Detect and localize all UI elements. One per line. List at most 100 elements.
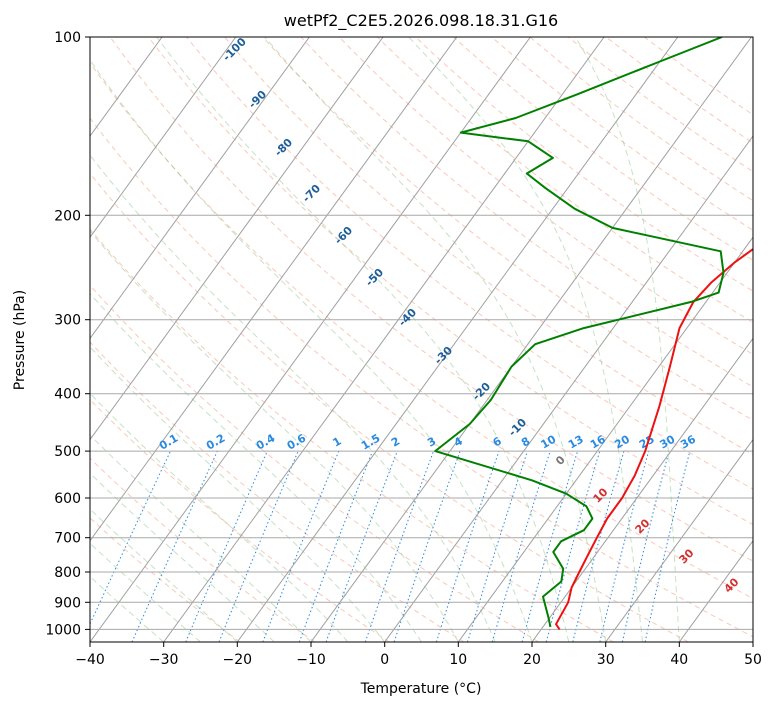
mixing-ratio-label: 20	[612, 432, 632, 451]
y-tick-label: 600	[54, 491, 81, 507]
mixing-ratio-line	[621, 450, 670, 642]
moist-adiabat	[90, 542, 201, 642]
moist-adiabat	[90, 472, 275, 642]
isotherm-label: 30	[677, 546, 697, 566]
isotherm	[605, 438, 753, 642]
temperature-line	[555, 247, 753, 630]
y-tick-label: 500	[54, 444, 81, 460]
x-tick-label: 10	[449, 652, 467, 668]
isotherm	[90, 37, 458, 542]
dry-adiabat	[605, 37, 753, 144]
isotherm-label: -60	[332, 224, 355, 247]
y-tick-label: 900	[54, 595, 81, 611]
moist-adiabat	[264, 37, 607, 642]
mixing-ratio-line	[599, 450, 650, 642]
background-lines	[90, 37, 753, 642]
x-tick-label: −10	[296, 652, 326, 668]
isotherm	[531, 337, 753, 642]
mixing-ratio-label: 6	[491, 434, 504, 449]
moist-adiabat	[90, 392, 349, 642]
dry-adiabat	[567, 37, 753, 173]
dry-adiabat	[90, 172, 689, 642]
mixing-ratio-label: 16	[588, 432, 608, 451]
moist-adiabat	[90, 230, 459, 642]
isotherm-label: 10	[591, 485, 611, 505]
dry-adiabat	[414, 37, 753, 292]
mixing-ratio-line	[262, 450, 340, 642]
dry-adiabat	[300, 37, 753, 388]
dry-adiabat	[147, 37, 753, 526]
dry-adiabat	[90, 117, 753, 638]
x-axis-ticks: −40 −30 −20 −10 0 10 20 30 40 50	[75, 642, 762, 668]
y-tick-label: 100	[54, 30, 81, 46]
mixing-ratio-line	[491, 450, 551, 642]
mixing-ratio-line	[435, 450, 500, 642]
dry-adiabat	[90, 62, 753, 600]
isotherm	[310, 37, 752, 642]
x-tick-label: 30	[597, 652, 615, 668]
mixing-ratio-line	[521, 450, 579, 642]
dry-adiabat	[109, 37, 753, 562]
chart-title: wetPf2_C2E5.2026.098.18.31.G16	[284, 11, 558, 31]
mixing-ratio-line	[364, 450, 434, 642]
plot-frame	[89, 36, 754, 643]
mixing-ratio-line	[185, 450, 268, 642]
mixing-ratio-label: 3	[425, 435, 438, 450]
moist-adiabat	[90, 508, 238, 642]
isotherm-label: 20	[633, 516, 653, 536]
mixing-ratio-line	[218, 450, 299, 642]
mixing-ratio-line	[325, 450, 398, 642]
moist-adiabat	[90, 154, 496, 642]
x-tick-label: 40	[670, 652, 688, 668]
x-tick-label: 20	[523, 652, 541, 668]
mixing-ratio-line	[545, 450, 601, 642]
isotherm	[90, 37, 237, 239]
isotherm	[90, 37, 384, 441]
y-tick-label: 700	[54, 531, 81, 547]
mixing-ratio-line	[393, 450, 461, 642]
y-tick-label: 200	[54, 208, 81, 224]
isotherm-label: -100	[220, 35, 249, 64]
dry-adiabat	[90, 228, 614, 642]
mixing-ratio-line	[90, 450, 171, 626]
dewpoint-line	[434, 37, 725, 628]
dry-adiabat	[643, 37, 753, 116]
y-tick-label: 400	[54, 387, 81, 403]
dry-adiabat	[90, 341, 465, 642]
isotherm-label: -40	[396, 306, 419, 329]
profiles	[434, 37, 753, 630]
y-tick-label: 300	[54, 313, 81, 329]
isotherm-label: -80	[272, 136, 295, 159]
x-tick-label: 50	[744, 652, 762, 668]
moist-adiabat	[156, 37, 570, 642]
mixing-ratio-label: 13	[566, 433, 586, 452]
isotherm	[752, 641, 753, 642]
dry-adiabat	[223, 37, 753, 455]
moist-adiabat	[90, 576, 165, 642]
dry-adiabat	[262, 37, 753, 421]
moist-adiabat	[575, 37, 680, 642]
isotherm	[163, 37, 605, 642]
isotherm	[90, 37, 531, 642]
x-tick-label: −20	[223, 652, 253, 668]
moist-adiabat	[90, 346, 386, 642]
moist-adiabat	[408, 37, 643, 642]
isotherm	[678, 539, 753, 642]
mixing-ratio-line	[298, 450, 373, 642]
dry-adiabat	[90, 517, 241, 642]
y-axis-ticks: 100 200 300 400 500 600 700 800 900 1000	[45, 30, 90, 638]
dry-adiabat	[490, 37, 753, 231]
isotherm	[457, 236, 753, 642]
x-tick-label: −40	[75, 652, 105, 668]
isotherm	[384, 135, 753, 642]
mixing-ratio-label: 2	[389, 435, 402, 450]
isotherm-label: -70	[300, 182, 323, 205]
dry-adiabat	[338, 37, 753, 355]
x-tick-label: 0	[380, 652, 389, 668]
x-axis-label: Temperature (°C)	[360, 681, 482, 697]
mixing-ratio-line	[572, 450, 625, 642]
mixing-ratio-line	[644, 450, 691, 642]
dry-adiabat	[452, 37, 753, 261]
mixing-ratio-line	[131, 450, 218, 642]
